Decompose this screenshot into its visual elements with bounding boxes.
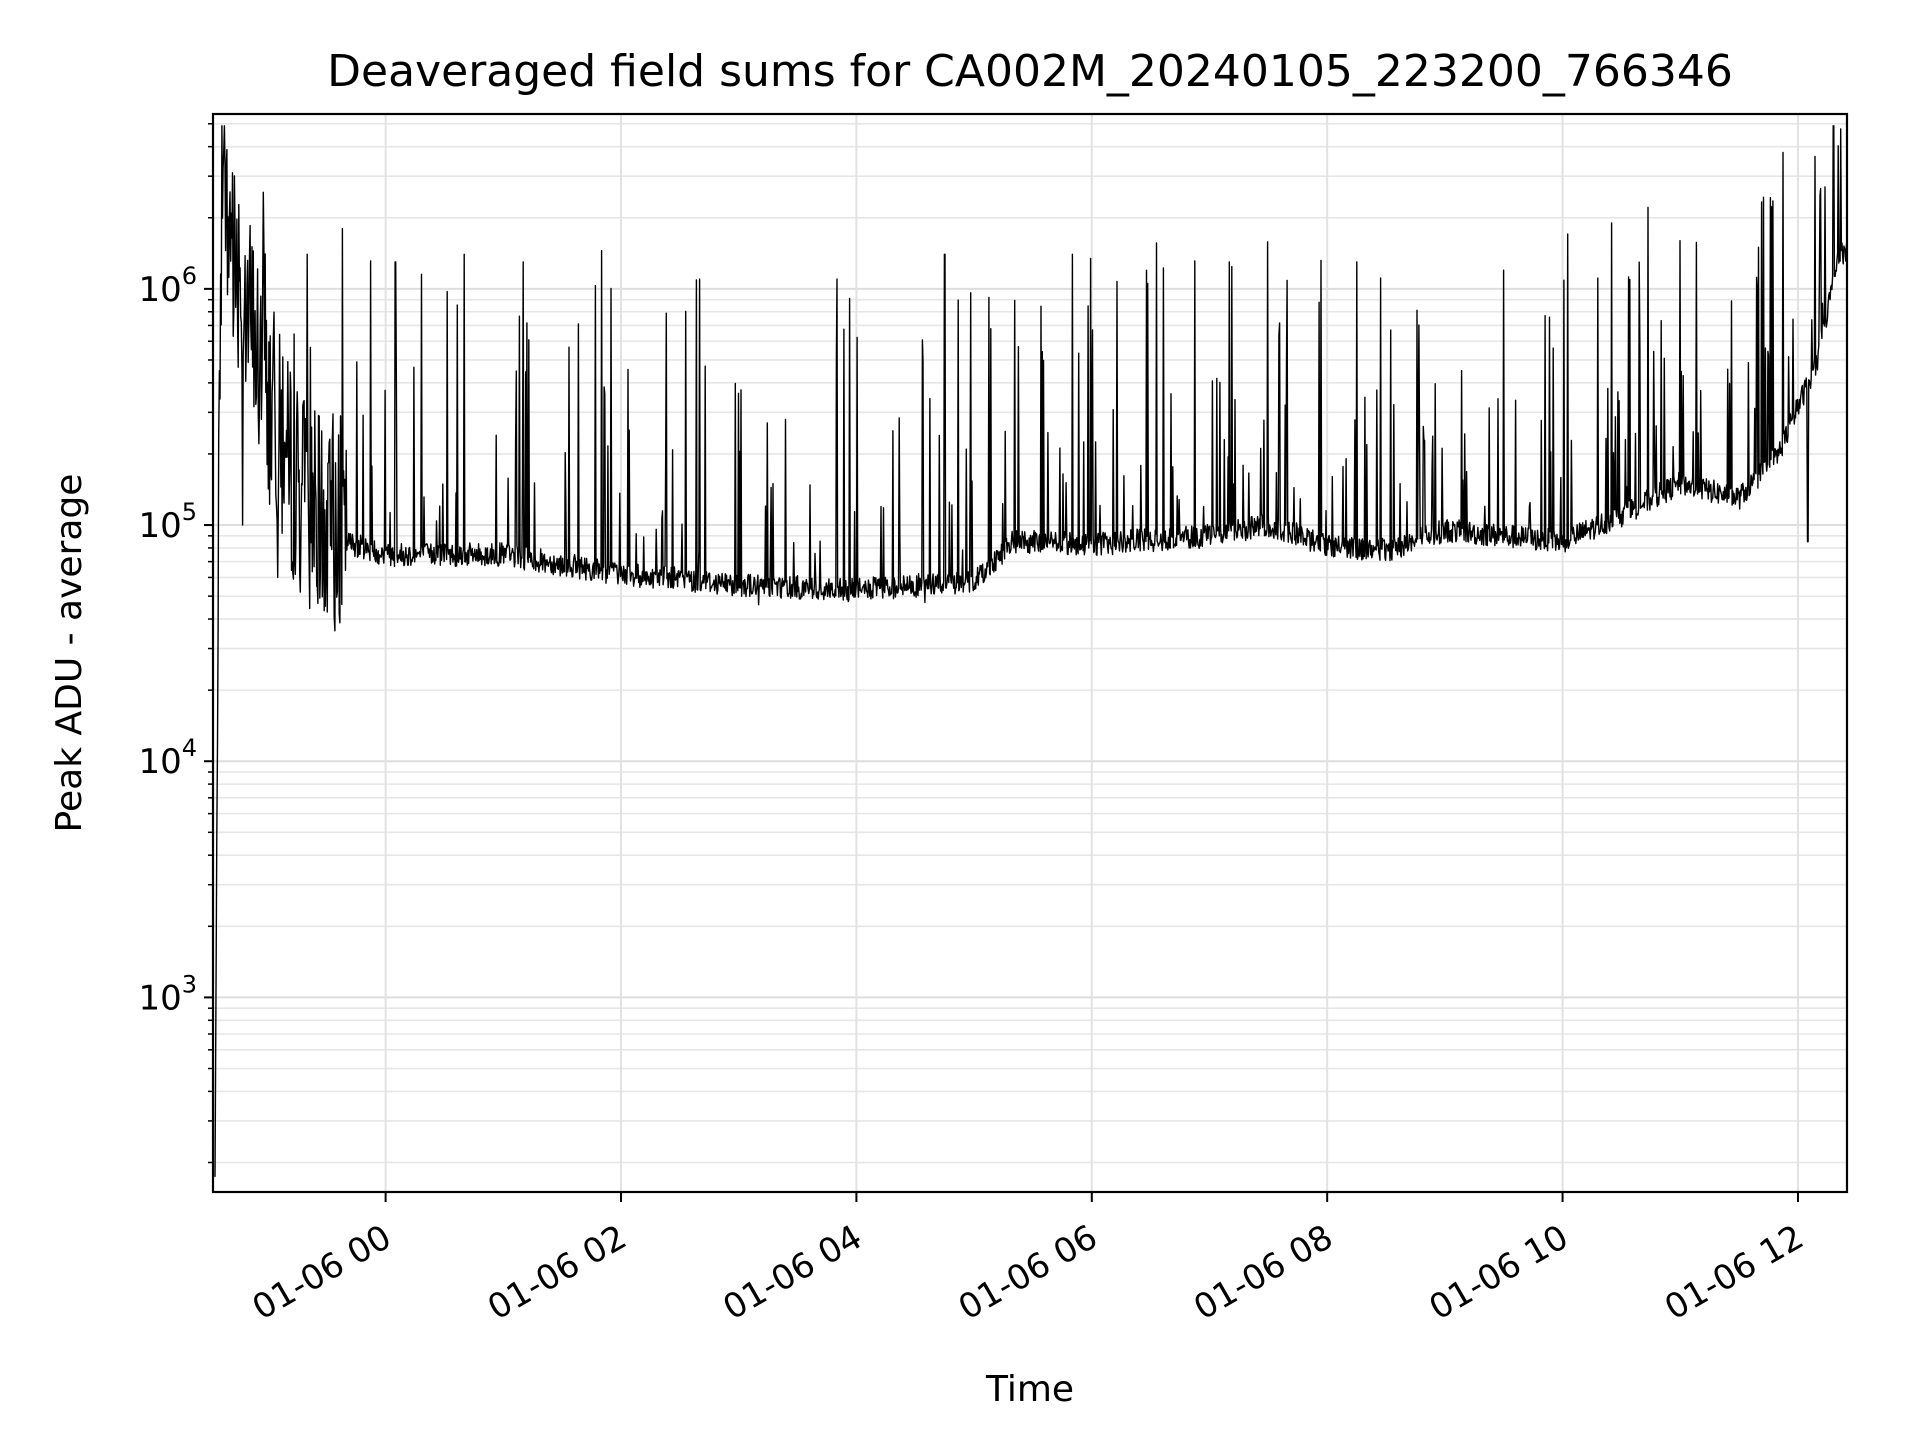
y-axis: 103 104 105 106 — [138, 123, 213, 1164]
plot-frame — [211, 112, 1849, 1194]
series-line — [214, 125, 1848, 1177]
y-tick-label: 104 — [138, 734, 197, 782]
x-axis-label: Time — [985, 1369, 1074, 1410]
chart-title: Deaveraged field sums for CA002M_2024010… — [327, 46, 1733, 97]
y-tick-label: 103 — [138, 970, 197, 1018]
series-group — [214, 125, 1848, 1177]
y-axis-label: Peak ADU - average — [49, 474, 90, 833]
y-tick-label: 106 — [138, 262, 197, 310]
y-tick-label: 105 — [138, 498, 197, 546]
